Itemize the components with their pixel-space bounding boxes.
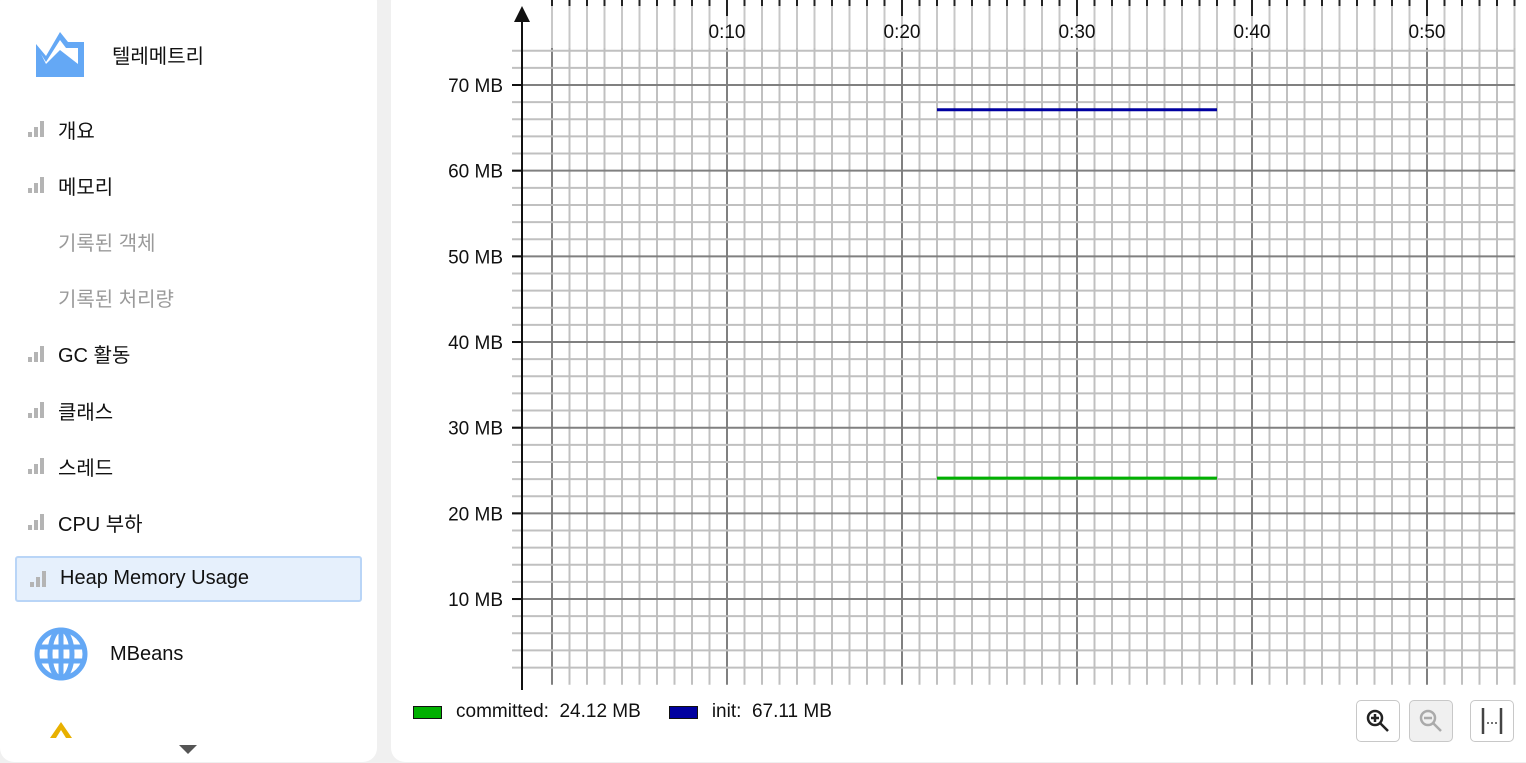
fit-width-button[interactable] (1470, 700, 1514, 742)
legend-label-committed: committed (456, 701, 544, 722)
sidebar-header-title: 텔레메트리 (112, 45, 204, 68)
sidebar-header-telemetry[interactable]: 텔레메트리 (0, 24, 377, 84)
legend-colon: : (543, 701, 560, 722)
sidebar-item[interactable]: 기록된 객체 (15, 218, 362, 264)
legend-swatch-init (668, 705, 698, 719)
warning-icon (50, 722, 72, 738)
legend-swatch-committed (413, 705, 442, 719)
legend-label-init: init (711, 701, 737, 722)
sidebar-item[interactable]: 기록된 처리량 (15, 275, 362, 321)
zoom-out-icon (1419, 709, 1442, 732)
legend-value-committed: 24.12 MB (559, 701, 641, 722)
sidebar-item[interactable]: Heap Memory Usage (15, 555, 362, 602)
fit-width-icon (1481, 708, 1503, 734)
signal-bars-icon (28, 177, 46, 194)
chart-panel (391, 0, 1526, 762)
legend-colon: : (736, 701, 752, 722)
sidebar-item-label: 기록된 처리량 (58, 289, 174, 312)
sidebar-item[interactable]: 스레드 (15, 443, 362, 489)
globe-icon (34, 627, 88, 681)
sidebar-item-label: 메모리 (58, 176, 114, 199)
zoom-in-button[interactable] (1356, 700, 1400, 742)
sidebar-item-label: 스레드 (58, 457, 114, 480)
sidebar-item-label: 개요 (58, 120, 95, 143)
zoom-in-icon (1366, 709, 1389, 732)
legend-value-init: 67.11 MB (751, 701, 832, 722)
sidebar-item-mbeans[interactable]: MBeans (0, 624, 377, 684)
sidebar-item-label: GC 활동 (58, 345, 131, 368)
sidebar-item[interactable]: 개요 (15, 106, 362, 152)
signal-bars-icon (28, 345, 46, 362)
sidebar-item[interactable]: CPU 부하 (15, 499, 362, 545)
sidebar-item-label: Heap Memory Usage (60, 567, 249, 590)
sidebar-item[interactable]: GC 활동 (15, 331, 362, 377)
sidebar-item-label: 클래스 (58, 401, 114, 424)
telemetry-chart-icon (36, 31, 84, 77)
sidebar-item-label: 기록된 객체 (58, 232, 156, 255)
chevron-down-icon[interactable] (179, 745, 197, 755)
sidebar-item-label: CPU 부하 (58, 513, 143, 536)
sidebar-item[interactable]: 메모리 (15, 162, 362, 208)
signal-bars-icon (30, 570, 48, 587)
signal-bars-icon (28, 458, 46, 475)
sidebar-item[interactable]: 클래스 (15, 387, 362, 433)
signal-bars-icon (28, 121, 46, 137)
signal-bars-icon (28, 514, 46, 531)
sidebar-item-label: MBeans (110, 642, 184, 665)
signal-bars-icon (28, 402, 46, 418)
legend: committed: 24.12 MB init: 67.11 MB (413, 700, 832, 724)
zoom-out-button[interactable] (1409, 700, 1453, 742)
